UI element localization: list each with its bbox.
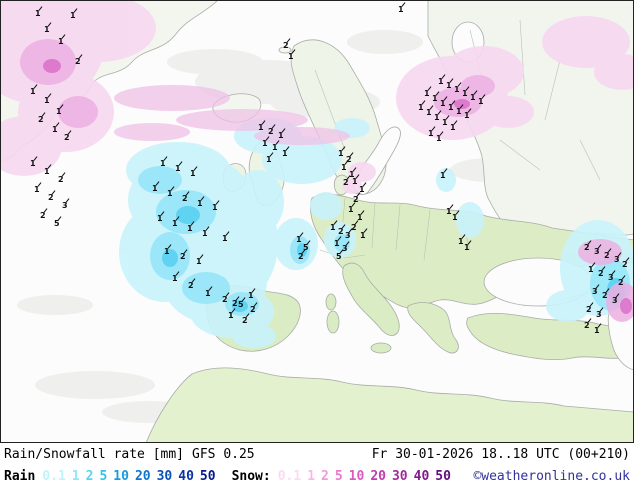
- scale-value: 10: [113, 469, 129, 484]
- model-name: GFS 0.25: [192, 447, 255, 462]
- valid-time: Fr 30-01-2026 18..18 UTC (00+210): [371, 447, 630, 462]
- legend-bar: Rain/Snowfall rate [mm] GFS 0.25 Fr 30-01…: [0, 443, 634, 490]
- scale-value: 20: [134, 469, 151, 484]
- scale-value: 0.1: [277, 469, 302, 484]
- rain-layer: [119, 118, 634, 348]
- copyright: ©weatheronline.co.uk: [473, 469, 630, 484]
- scale-value: 2: [321, 469, 329, 484]
- product-name: Rain/Snowfall rate [mm]: [4, 447, 185, 462]
- scale-value: 1: [71, 469, 80, 484]
- scale-value: 40: [413, 469, 430, 484]
- scale-value: 20: [370, 469, 386, 484]
- scale-value: 30: [156, 469, 173, 484]
- snow-label: Snow:: [231, 469, 271, 484]
- map-title: Rain/Snowfall rate [mm] GFS 0.25: [4, 447, 263, 462]
- scale-value: 2: [85, 469, 94, 484]
- snow-layer: [0, 0, 634, 322]
- scale-value: 10: [348, 469, 365, 484]
- legend-title-row: Rain/Snowfall rate [mm] GFS 0.25 Fr 30-01…: [4, 447, 630, 462]
- scale-value: 40: [178, 469, 194, 484]
- scale-value: 50: [199, 469, 216, 484]
- rain-label: Rain: [4, 469, 36, 484]
- scale-value: 0.1: [42, 469, 66, 484]
- scale-value: 5: [99, 469, 108, 484]
- legend-scale-row: Rain 0.1 1 2 5 10 20 30 40 50 Snow: 0.1 1 2 5 10 20 30…: [4, 469, 630, 484]
- scale-value: 30: [391, 469, 408, 484]
- rain-scale: 0.1 1 2 5 10 20 30 40 50: [42, 469, 221, 484]
- scale-value: 5: [334, 469, 343, 484]
- snow-scale: 0.1 1 2 5 10 20 30 40 50: [278, 469, 457, 484]
- scale-value: 1: [307, 469, 316, 484]
- weather-map-svg: [0, 0, 634, 443]
- scale-value: 50: [435, 469, 451, 484]
